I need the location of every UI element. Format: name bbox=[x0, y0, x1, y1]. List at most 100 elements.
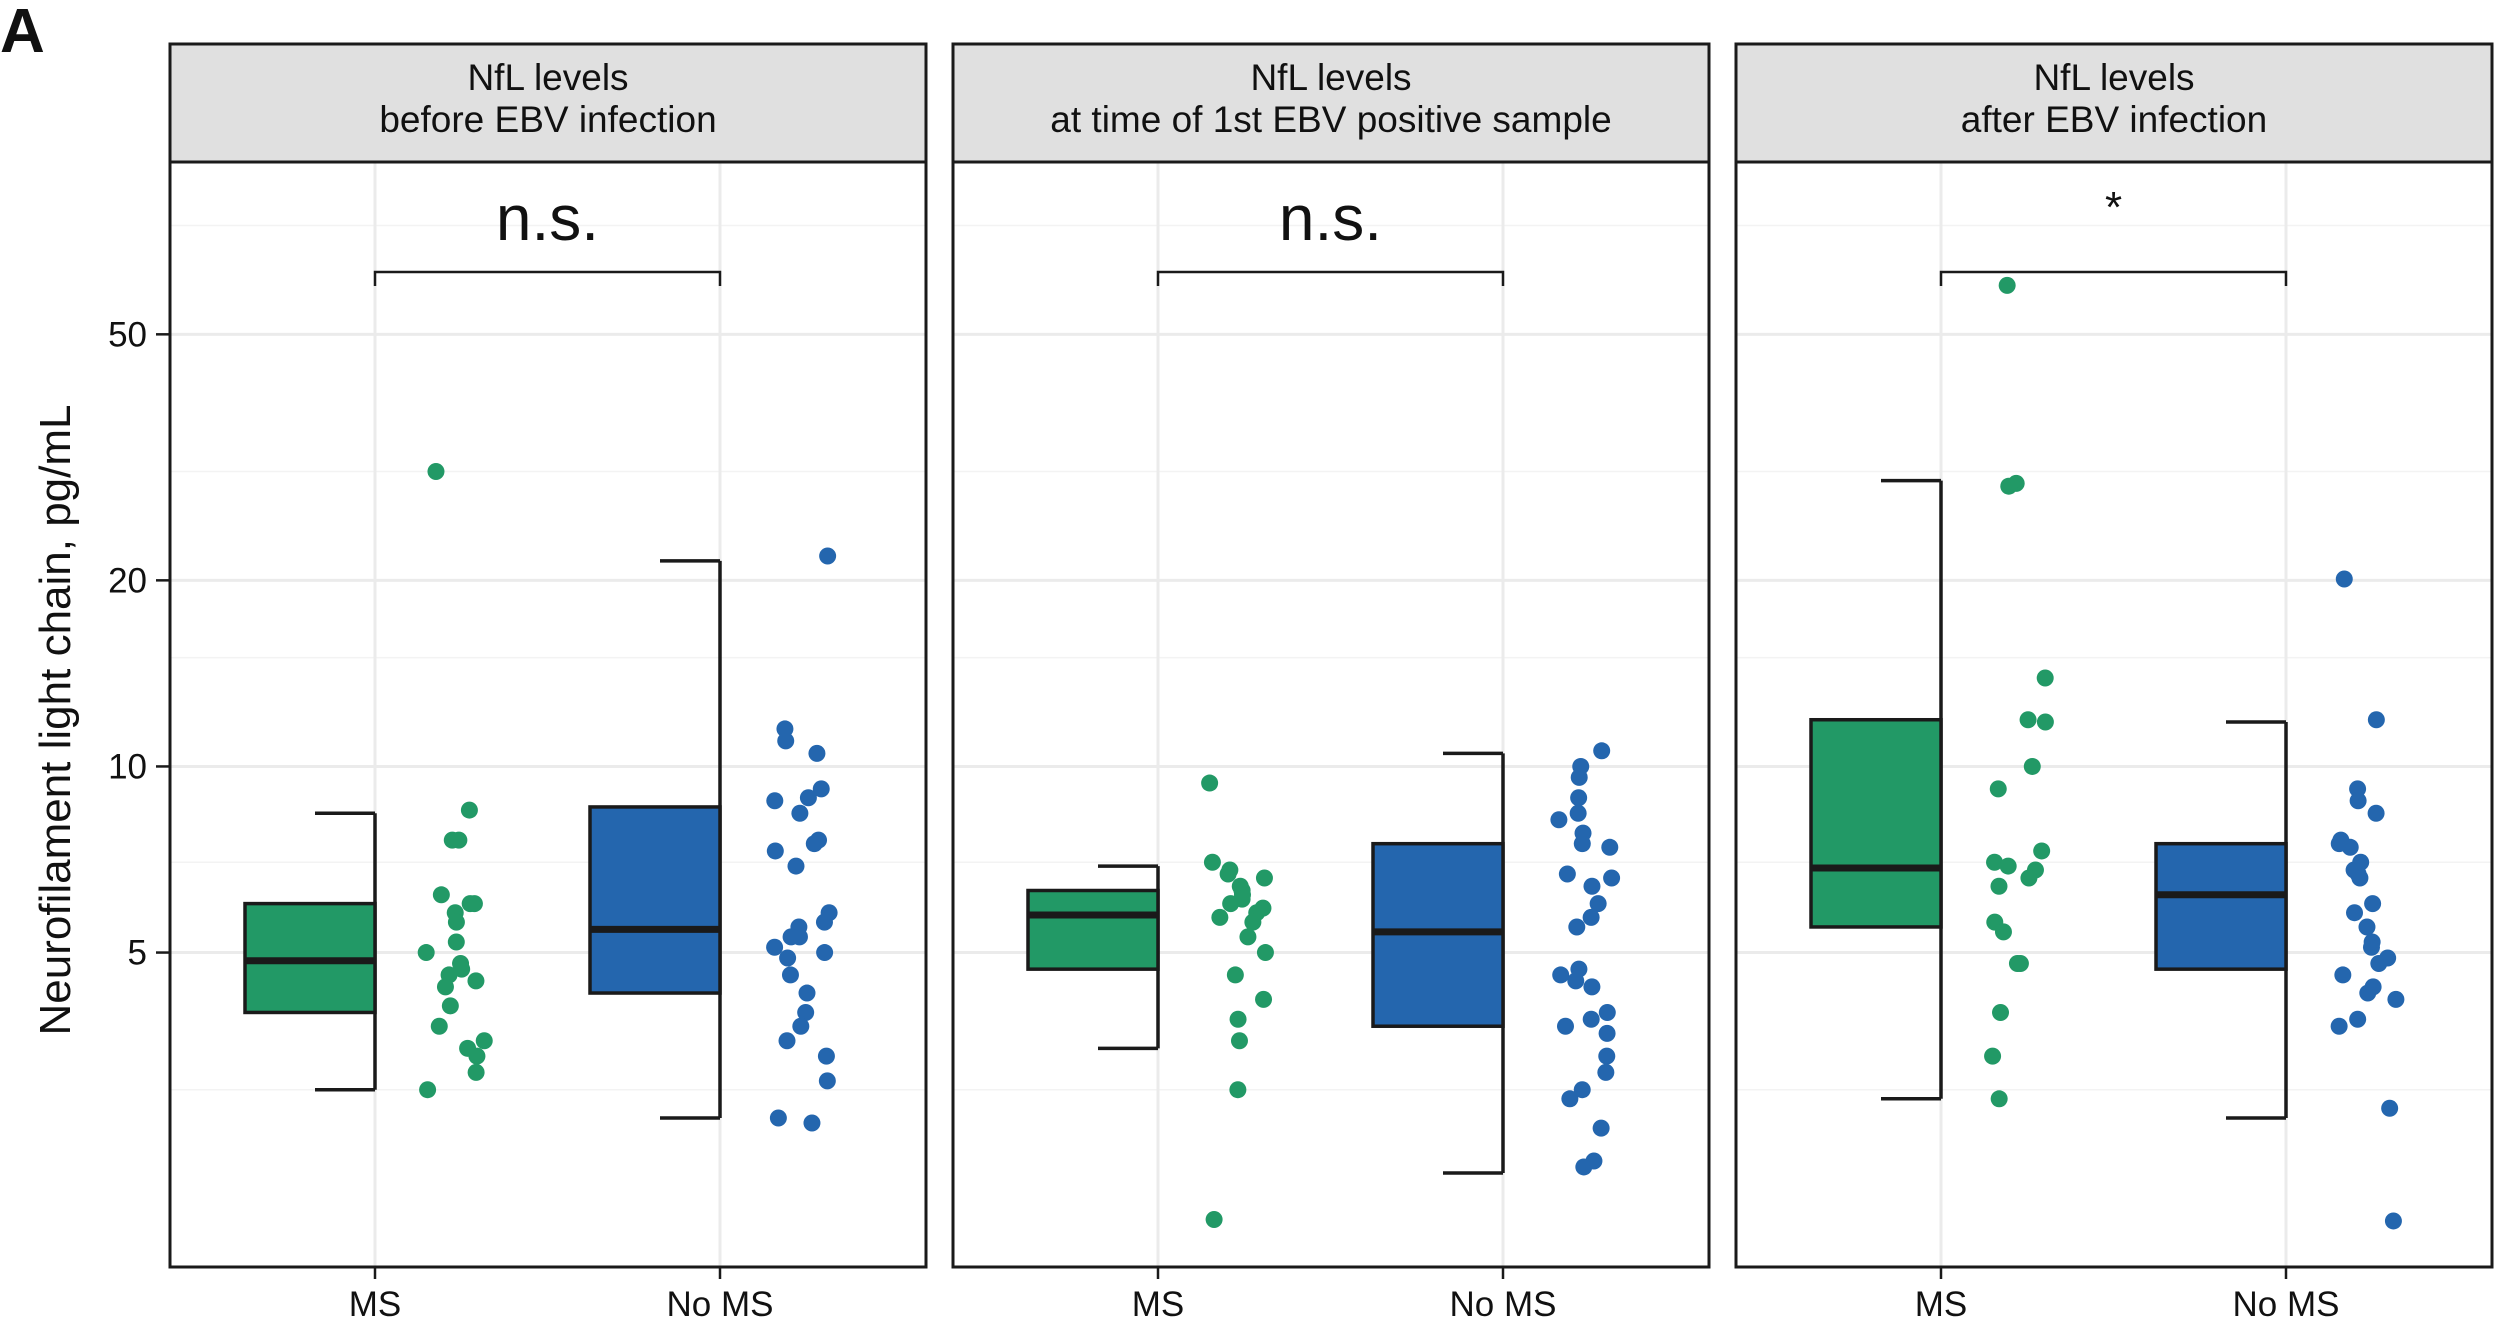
x-tick-label: MS bbox=[1915, 1285, 1968, 1324]
data-point bbox=[769, 1109, 787, 1127]
data-point bbox=[427, 462, 445, 480]
data-point bbox=[447, 913, 465, 931]
data-point bbox=[818, 1072, 836, 1090]
data-point bbox=[1575, 1158, 1593, 1176]
data-point bbox=[797, 1003, 815, 1021]
data-point bbox=[1567, 972, 1585, 990]
data-point bbox=[2334, 966, 2352, 984]
data-point bbox=[1255, 869, 1273, 887]
panel-border bbox=[951, 160, 1711, 1269]
panel-border bbox=[1734, 160, 2494, 1269]
plot-background bbox=[170, 162, 926, 1267]
data-point bbox=[791, 804, 809, 822]
data-point bbox=[2036, 669, 2054, 687]
data-point bbox=[778, 1032, 796, 1050]
facet-strip-title-line: NfL levels bbox=[2033, 57, 2194, 98]
data-point bbox=[2349, 1010, 2367, 1028]
data-point bbox=[2362, 938, 2380, 956]
data-point bbox=[1986, 853, 2004, 871]
data-point bbox=[766, 938, 784, 956]
data-point bbox=[2023, 757, 2041, 775]
data-point bbox=[790, 928, 808, 946]
data-point bbox=[1598, 1003, 1616, 1021]
data-point bbox=[419, 1081, 437, 1099]
data-point bbox=[2358, 918, 2376, 936]
data-point bbox=[443, 831, 461, 849]
data-point bbox=[1570, 768, 1588, 786]
data-point bbox=[1582, 1010, 1600, 1028]
data-point bbox=[2364, 895, 2382, 913]
data-point bbox=[2370, 955, 2388, 973]
significance-label: n.s. bbox=[1279, 182, 1382, 254]
data-point bbox=[2000, 477, 2018, 495]
data-point bbox=[1592, 1119, 1610, 1137]
data-point bbox=[815, 913, 833, 931]
facet-strip-title-line: at time of 1st EBV positive sample bbox=[1050, 99, 1611, 140]
data-point bbox=[2346, 904, 2364, 922]
data-point bbox=[2036, 713, 2054, 731]
data-point bbox=[1550, 811, 1568, 829]
data-point bbox=[787, 857, 805, 875]
data-point bbox=[436, 978, 454, 996]
data-point bbox=[1598, 1047, 1616, 1065]
group-no-ms bbox=[2154, 570, 2405, 1230]
y-tick-label: 10 bbox=[108, 747, 147, 786]
data-point bbox=[766, 842, 784, 860]
panel-letter: A bbox=[0, 0, 45, 66]
data-point bbox=[817, 1047, 835, 1065]
data-point bbox=[461, 895, 479, 913]
data-point bbox=[1552, 966, 1570, 984]
data-point bbox=[1589, 895, 1607, 913]
significance-bracket bbox=[1156, 270, 1505, 286]
data-point bbox=[1984, 1047, 2002, 1065]
data-point bbox=[1593, 742, 1611, 760]
data-point bbox=[1219, 865, 1237, 883]
data-point bbox=[460, 801, 478, 819]
data-point bbox=[1230, 1032, 1248, 1050]
data-point bbox=[803, 1114, 821, 1132]
significance-bracket bbox=[1939, 270, 2288, 286]
data-point bbox=[2330, 1017, 2348, 1035]
data-point bbox=[430, 1017, 448, 1035]
data-point bbox=[781, 966, 799, 984]
data-point bbox=[1229, 1010, 1247, 1028]
y-tick-label: 5 bbox=[128, 934, 147, 973]
data-point bbox=[447, 933, 465, 951]
data-point bbox=[1573, 1081, 1591, 1099]
data-point bbox=[1583, 877, 1601, 895]
data-point bbox=[1222, 895, 1240, 913]
facet-strip bbox=[168, 42, 928, 164]
data-point bbox=[1994, 923, 2012, 941]
data-point bbox=[1999, 857, 2017, 875]
data-point bbox=[2335, 570, 2353, 588]
data-point bbox=[2387, 990, 2405, 1008]
data-point bbox=[1570, 789, 1588, 807]
facet-strip-title-line: after EBV infection bbox=[1961, 99, 2267, 140]
data-point bbox=[779, 949, 797, 967]
data-point bbox=[1239, 928, 1257, 946]
y-axis-label: Neurofilament light chain, pg/mL bbox=[31, 405, 80, 1036]
data-point bbox=[1556, 1017, 1574, 1035]
data-point bbox=[792, 1017, 810, 1035]
group-no-ms bbox=[588, 547, 838, 1132]
significance-label: n.s. bbox=[496, 182, 599, 254]
data-point bbox=[1990, 1090, 2008, 1108]
data-point bbox=[467, 972, 485, 990]
box-iqr bbox=[2154, 841, 2288, 971]
data-point bbox=[1255, 990, 1273, 1008]
group-ms bbox=[243, 462, 493, 1099]
data-point bbox=[808, 744, 826, 762]
data-point bbox=[2367, 804, 2385, 822]
box-iqr bbox=[1809, 717, 1943, 929]
group-no-ms bbox=[1371, 742, 1621, 1176]
data-point bbox=[1256, 944, 1274, 962]
y-tick-label: 50 bbox=[108, 315, 147, 354]
data-point bbox=[1597, 1063, 1615, 1081]
plot-background bbox=[1736, 162, 2492, 1267]
data-point bbox=[1998, 276, 2016, 294]
data-point bbox=[2351, 869, 2369, 887]
x-tick-label: No MS bbox=[667, 1285, 774, 1324]
data-point bbox=[798, 984, 816, 1002]
